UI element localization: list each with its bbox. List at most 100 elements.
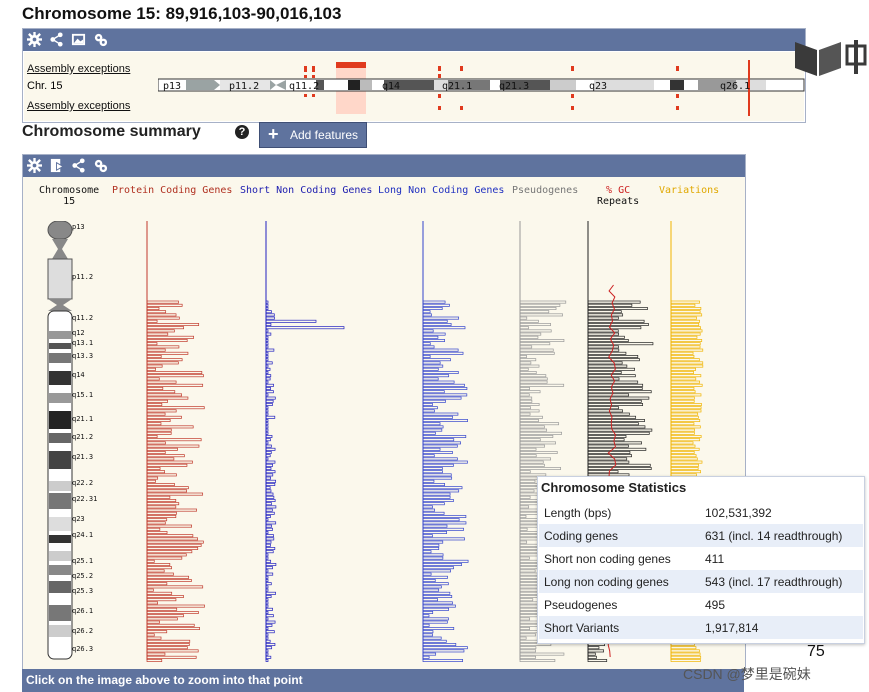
pseudo-bar <box>519 556 530 560</box>
pseudo-bar <box>519 643 552 646</box>
long-nc-bar <box>422 643 457 646</box>
reset-icon[interactable] <box>93 158 108 173</box>
repeats-bar <box>587 313 624 317</box>
gear-icon[interactable] <box>27 32 42 47</box>
protein-bar <box>146 415 182 419</box>
protein-bar <box>146 303 183 307</box>
stat-label: Pseudogenes <box>544 597 618 612</box>
overview-toolbar <box>23 29 805 51</box>
repeats-bar <box>587 463 651 467</box>
plus-icon: + <box>268 124 279 144</box>
chromosome-ideogram-horizontal[interactable] <box>158 56 806 120</box>
repeats-bar <box>587 361 623 365</box>
repeats-bar <box>587 412 630 416</box>
protein-bar <box>146 486 189 490</box>
protein-bar <box>146 572 174 576</box>
ideogram-band-label: p13 <box>72 223 85 231</box>
export-icon[interactable] <box>49 158 64 173</box>
pseudo-bar <box>519 422 560 426</box>
variations-bar <box>670 652 701 656</box>
variations-bar <box>670 659 701 662</box>
variations-bar <box>670 313 703 317</box>
variations-bar <box>670 355 695 358</box>
short-nc-bar <box>265 620 276 624</box>
short-nc-bar <box>265 515 271 518</box>
protein-bar <box>146 588 154 592</box>
short-nc-bar <box>265 502 272 506</box>
repeats-bar <box>587 377 620 381</box>
pseudo-bar <box>519 655 536 659</box>
short-nc-bar <box>265 630 275 634</box>
pseudo-bar <box>519 511 538 515</box>
pseudo-bar <box>519 358 537 362</box>
short-nc-bar <box>265 623 273 627</box>
short-nc-bar <box>265 409 269 413</box>
protein-bar <box>146 425 194 429</box>
ideogram-band-label: q13.3 <box>72 352 94 360</box>
table-row: Long non coding genes 543 (incl. 17 readt… <box>539 570 863 593</box>
protein-bar <box>146 643 190 646</box>
reset-icon[interactable] <box>93 32 108 47</box>
protein-bar <box>146 655 197 659</box>
long-nc-bar <box>422 463 454 467</box>
short-nc-bar <box>265 543 271 547</box>
band-label: q21.1 <box>442 81 473 92</box>
long-nc-bar <box>422 441 461 445</box>
protein-bar <box>146 595 184 598</box>
pseudo-bar <box>519 319 539 323</box>
short-nc-bar <box>265 534 274 538</box>
long-nc-bar <box>422 515 467 518</box>
long-nc-bar <box>422 534 433 538</box>
protein-bar <box>146 310 167 314</box>
long-nc-bar <box>422 521 467 525</box>
short-nc-bar <box>265 364 269 368</box>
protein-bar <box>146 585 204 589</box>
gear-icon[interactable] <box>27 158 42 173</box>
column-header-gc-repeats: % GC Repeats <box>597 185 640 207</box>
protein-bar <box>146 428 172 432</box>
short-nc-bar <box>265 345 269 349</box>
variations-bar <box>670 310 701 314</box>
protein-bar <box>146 319 158 323</box>
protein-bar <box>146 406 205 410</box>
long-nc-bar <box>422 489 460 493</box>
share-icon[interactable] <box>71 158 86 173</box>
image-export-icon[interactable] <box>71 32 86 47</box>
long-nc-bar <box>422 505 433 509</box>
long-nc-bar <box>422 435 467 438</box>
add-features-button[interactable]: + Add features <box>259 122 367 148</box>
pseudo-bar <box>519 646 537 650</box>
long-nc-bar <box>422 454 435 458</box>
variations-bar <box>670 447 700 451</box>
protein-bar <box>146 531 168 534</box>
vertical-ideogram[interactable] <box>47 221 73 663</box>
long-nc-bar <box>422 572 432 576</box>
column-header-pseudogenes: Pseudogenes <box>512 185 579 196</box>
short-nc-bar <box>265 329 269 333</box>
short-nc-bar <box>265 444 272 448</box>
stat-value: 631 (incl. 14 readthrough) <box>705 528 843 543</box>
short-nc-bar <box>265 598 269 602</box>
pseudo-bar <box>519 371 537 374</box>
short-nc-bar <box>265 419 269 422</box>
protein-bar <box>146 521 166 525</box>
variations-bar <box>670 409 702 413</box>
share-icon[interactable] <box>49 32 64 47</box>
protein-bar <box>146 361 179 365</box>
short-nc-bar <box>265 358 269 362</box>
stat-label: Short non coding genes <box>544 551 671 566</box>
pseudo-bar <box>519 345 533 349</box>
protein-bar <box>146 556 183 560</box>
question-icon[interactable]: ? <box>235 125 249 139</box>
stat-value: 495 <box>705 597 726 612</box>
assembly-exceptions-link-top[interactable]: Assembly exceptions <box>27 63 131 75</box>
assembly-exceptions-link-bottom[interactable]: Assembly exceptions <box>27 100 131 112</box>
long-nc-bar <box>422 499 454 502</box>
density-histograms[interactable] <box>23 155 745 670</box>
variations-bar <box>670 300 700 304</box>
short-nc-bar <box>265 601 269 605</box>
repeats-bar <box>587 387 643 390</box>
protein-bar <box>146 323 200 326</box>
variations-bar <box>670 345 701 349</box>
pseudo-bar <box>519 390 541 394</box>
